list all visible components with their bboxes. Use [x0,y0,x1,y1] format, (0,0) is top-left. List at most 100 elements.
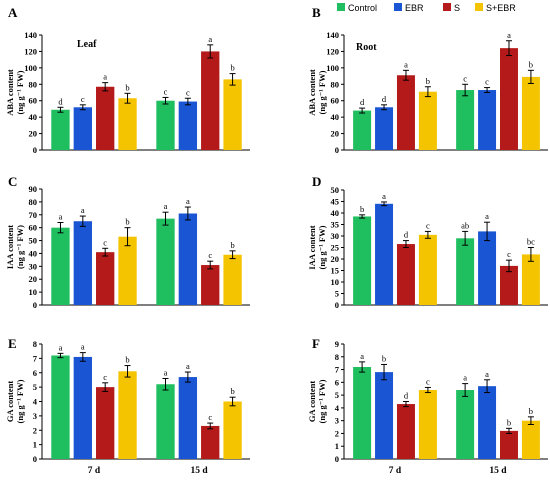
bar-s-ebr-1 [521,420,540,459]
y-tick-label: 0 [33,145,37,155]
panel-letter-e: E [8,336,17,351]
bar-control-0 [353,367,372,459]
bar-ebr-0 [73,221,92,305]
panel-b: B 0 20 40 60 80 100 120 140 ABA content (ng g⁻¹ FW… [307,5,548,155]
bar-control-0 [353,110,372,150]
y-axis-unit: (ng g⁻¹ FW) [15,379,25,423]
y-tick-label: 20 [331,129,340,139]
significance-label: b [125,82,129,92]
significance-label: a [485,369,489,379]
bar-control-1 [456,238,475,305]
y-tick-label: 100 [24,63,37,73]
bar-ebr-1 [478,231,497,305]
y-tick-label: 15 [331,266,340,276]
bar-control-0 [51,355,70,459]
significance-label: c [208,412,212,422]
y-tick-label: 20 [331,254,340,264]
y-tick-label: 4 [33,397,38,407]
significance-label: b [125,355,129,365]
significance-label: b [507,417,511,427]
significance-label: c [208,250,212,260]
panel-a: A 0 20 40 60 80 100 120 140 ABA content (ng g⁻¹ FW… [5,5,250,155]
significance-label: a [59,212,63,222]
panel-f: F 0 1 2 3 4 5 6 7 8 9 GA content (ng g⁻¹ FW) a b d c 7 d a… [307,336,548,476]
legend-label-1: EBR [405,3,424,13]
bar-control-1 [156,218,175,305]
legend-swatch-s-ebr [475,3,483,11]
y-tick-label: 120 [326,46,339,56]
panel-letter-a: A [8,5,18,20]
y-tick-label: 25 [331,243,340,253]
y-tick-label: 60 [29,223,38,233]
bar-s-0 [96,387,115,459]
y-tick-label: 3 [335,416,339,426]
significance-label: c [426,376,430,386]
significance-label: c [186,87,190,97]
significance-label: a [463,373,467,383]
category-label: 7 d [88,466,101,476]
y-tick-label: 0 [335,300,339,310]
y-tick-label: 1 [33,440,37,450]
y-tick-label: 0 [33,300,37,310]
y-tick-label: 9 [335,339,339,349]
y-tick-label: 10 [29,287,38,297]
category-label: 7 d [389,466,402,476]
y-tick-label: 2 [33,425,37,435]
bar-s-0 [396,404,415,459]
significance-label: c [81,94,85,104]
bar-ebr-1 [178,101,198,150]
significance-label: c [103,237,107,247]
y-axis-unit: (ng g⁻¹ FW) [15,225,25,269]
y-tick-label: 6 [33,368,37,378]
significance-label: a [360,351,364,361]
bar-s-1 [201,265,220,305]
y-tick-label: 40 [29,112,38,122]
significance-label: a [81,342,85,352]
bar-s-ebr-1 [521,76,540,150]
legend-swatch-s [443,3,451,11]
significance-label: b [230,63,234,73]
bar-s-1 [499,48,518,151]
y-tick-label: 70 [29,210,38,220]
significance-label: a [164,201,168,211]
y-axis-title: ABA content [5,69,15,116]
bar-s-0 [96,86,115,150]
bar-s-ebr-0 [418,91,437,150]
y-axis-unit: (ng g⁻¹ FW) [317,379,327,423]
y-tick-label: 8 [33,339,37,349]
bar-s-1 [499,430,518,459]
legend-swatch-ebr [394,3,402,11]
panel-c: C 0 10 20 30 40 50 60 70 80 90 IAA content (ng g⁻¹ F… [5,174,250,310]
y-tick-label: 40 [29,248,38,258]
bar-control-1 [456,390,475,459]
y-axis-title: GA content [307,381,317,422]
bar-s-ebr-1 [223,401,242,459]
y-tick-label: 5 [335,390,339,400]
bar-ebr-0 [375,203,394,305]
y-tick-label: 30 [29,261,38,271]
y-tick-label: 1 [335,441,339,451]
bar-control-1 [156,384,175,459]
bar-s-ebr-0 [418,234,437,305]
y-tick-label: 3 [33,411,37,421]
bar-s-0 [96,252,115,305]
significance-label: a [208,34,212,44]
y-axis-unit: (ng g⁻¹ FW) [15,70,25,114]
bar-control-0 [353,216,372,305]
bar-control-1 [456,90,475,150]
significance-label: a [382,191,386,201]
significance-label: a [59,342,63,352]
y-axis-unit: (ng g⁻¹ FW) [317,225,327,269]
category-label: 15 d [489,466,507,476]
y-tick-label: 5 [33,382,37,392]
bar-ebr-0 [375,107,394,150]
significance-label: a [404,59,408,69]
y-tick-label: 140 [24,30,37,40]
significance-label: d [360,97,365,107]
y-tick-label: 80 [29,197,38,207]
bar-s-1 [499,265,518,305]
significance-label: b [382,353,386,363]
significance-label: bc [527,237,535,247]
